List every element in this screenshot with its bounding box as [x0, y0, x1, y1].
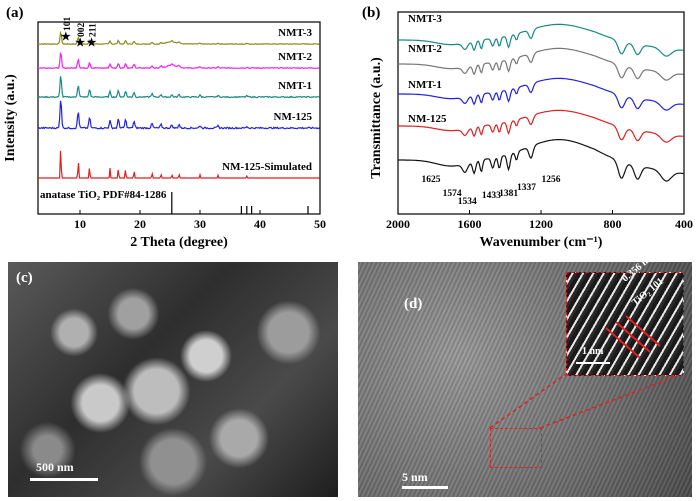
panel-a-tag: (a) — [6, 5, 24, 21]
ftir-series-label: NM-125 — [408, 113, 447, 125]
ftir-series-line — [398, 109, 684, 143]
ftir-tick-label: 800 — [604, 217, 622, 231]
xrd-tick-label: 40 — [254, 217, 266, 231]
ftir-series-label: NMT-2 — [408, 43, 442, 55]
ftir-x-ticks: 2000 1600 1200 800 400 — [386, 210, 693, 231]
xrd-y-axis-label: Intensity (a.u.) — [3, 74, 18, 162]
xrd-series-label: NMT-1 — [278, 80, 312, 92]
xrd-x-axis-label: 2 Theta (degree) — [130, 235, 228, 250]
xrd-series-line — [37, 52, 320, 70]
peak-star-marker: ★ — [75, 37, 85, 49]
ftir-peak-annotation: 1534 — [458, 197, 477, 207]
ftir-series-line — [398, 23, 684, 57]
xrd-series-line — [38, 30, 320, 45]
xrd-series-label: NMT-2 — [278, 51, 312, 63]
xrd-series-line — [37, 76, 321, 99]
peak-star-marker: ★ — [87, 37, 97, 49]
ftir-peak-annotation: 1381 — [499, 189, 518, 199]
xrd-series-group — [37, 30, 321, 179]
tem-image: (d) 0.356 nm TiO₂ 101 1 nm 5 nm — [358, 262, 692, 497]
xrd-reference-label: anatase TiO₂ PDF#84-1286 — [40, 189, 167, 201]
ftir-peak-annotation: 1625 — [422, 175, 441, 185]
inset-scale-bar — [576, 362, 610, 364]
lattice-lines — [605, 315, 661, 359]
sem-scale-bar — [30, 478, 98, 481]
ftir-tick-label: 400 — [675, 217, 693, 231]
sem-texture — [8, 262, 338, 497]
panel-b-tag: (b) — [362, 5, 380, 21]
xrd-series-label: NM-125-Simulated — [222, 161, 312, 173]
ftir-tick-label: 1200 — [529, 217, 553, 231]
xrd-reference-lines — [171, 192, 309, 214]
ftir-series-group — [398, 23, 684, 182]
ftir-series-line — [398, 139, 684, 182]
ftir-peak-annotation: 1256 — [541, 175, 560, 185]
tem-scale-bar — [402, 486, 448, 489]
xrd-series-line — [38, 100, 321, 130]
xrd-tick-label: 10 — [74, 217, 86, 231]
zoom-connectors — [489, 373, 683, 429]
ftir-peak-annotation: 1574 — [443, 189, 462, 199]
xrd-tick-label: 30 — [194, 217, 206, 231]
ftir-x-axis-label: Wavenumber (cm⁻¹) — [480, 235, 603, 250]
tem-region-box — [490, 428, 542, 468]
ftir-y-axis-label: Transmittance (a.u.) — [369, 57, 384, 179]
ftir-series-label: NMT-1 — [408, 79, 442, 91]
xrd-x-ticks: 10 20 30 40 50 — [74, 210, 326, 231]
peak-marker-label: 002 — [77, 23, 87, 38]
peak-star-marker: ★ — [61, 31, 71, 43]
sem-scale-label: 500 nm — [36, 460, 74, 474]
ftir-series-labels: NMT-3 NMT-2 NMT-1 NM-125 — [408, 13, 447, 125]
panel-c-tag: (c) — [16, 270, 33, 286]
xrd-series-labels: NMT-3 NMT-2 NMT-1 NM-125 NM-125-Simulated — [222, 27, 312, 173]
xrd-tick-label: 20 — [134, 217, 146, 231]
xrd-chart: (a) anatase TiO₂ PDF#84-1286 NMT-3NMT-2N… — [3, 5, 326, 250]
panel-d-tag: (d) — [404, 296, 423, 312]
xrd-plot-frame — [37, 21, 321, 215]
ftir-tick-label: 1600 — [458, 217, 482, 231]
xrd-series-label: NMT-3 — [278, 27, 312, 39]
ftir-series-line — [398, 47, 684, 81]
ftir-series-line — [398, 77, 684, 111]
tem-scale-label: 5 nm — [402, 470, 428, 484]
inset-scale-label: 1 nm — [582, 346, 604, 357]
peak-marker-label: 101 — [63, 17, 73, 32]
tem-inset — [566, 272, 684, 376]
peak-marker-label: 211 — [89, 23, 99, 37]
xrd-series-label: NM-125 — [274, 111, 313, 123]
ftir-series-label: NMT-3 — [408, 13, 442, 25]
ftir-peak-annotation: 1433 — [482, 191, 501, 201]
xrd-series-line — [38, 150, 320, 179]
xrd-tick-label: 50 — [314, 217, 326, 231]
ftir-tick-label: 2000 — [386, 217, 410, 231]
sem-image: (c) 500 nm — [8, 262, 338, 497]
ftir-peak-annotation: 1337 — [517, 183, 536, 193]
xrd-peak-markers: ★101★002★211 — [61, 17, 99, 50]
